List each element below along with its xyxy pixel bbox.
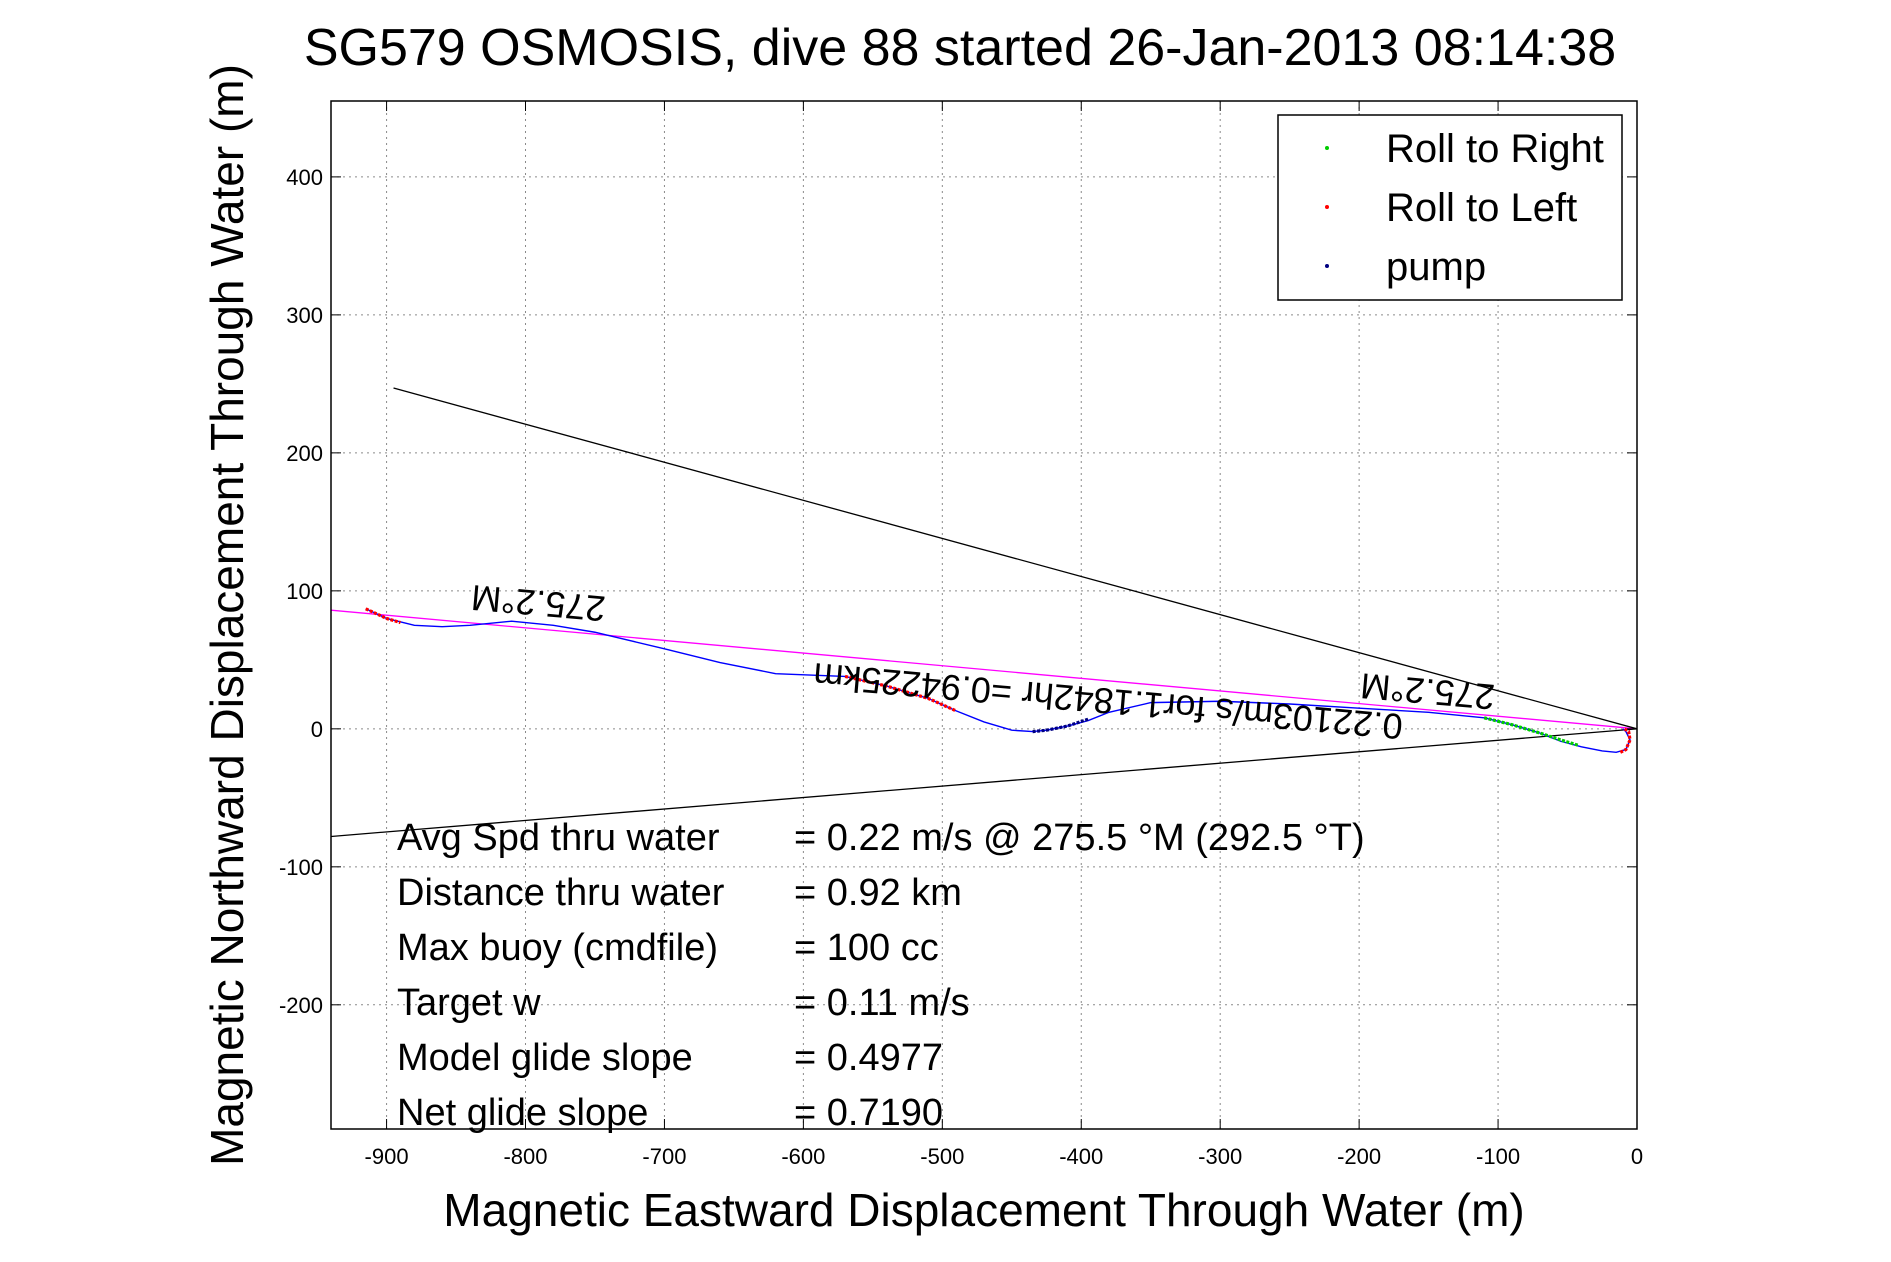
stat-value: = 100 cc xyxy=(794,927,939,969)
legend-marker xyxy=(1325,146,1329,150)
x-tick-label: -800 xyxy=(503,1144,547,1169)
stat-label: Target w xyxy=(397,982,541,1024)
roll-to-left-marks xyxy=(365,607,401,625)
chart-title: SG579 OSMOSIS, dive 88 started 26-Jan-20… xyxy=(304,19,1616,77)
stat-label: Distance thru water xyxy=(397,872,725,914)
x-tick-label: -500 xyxy=(920,1144,964,1169)
stat-value: = 0.92 km xyxy=(794,872,962,914)
stat-label: Avg Spd thru water xyxy=(397,817,720,859)
stat-label: Net glide slope xyxy=(397,1092,648,1134)
y-tick-label: 300 xyxy=(286,303,323,328)
legend-label: pump xyxy=(1386,245,1486,289)
roll-to-right-marks xyxy=(1483,716,1580,747)
stat-value: = 0.4977 xyxy=(794,1037,943,1079)
x-tick-label: -100 xyxy=(1476,1144,1520,1169)
reference-lines xyxy=(331,387,1637,838)
y-tick-label: 0 xyxy=(311,717,323,742)
stat-label: Model glide slope xyxy=(397,1037,693,1079)
heading-bound-line xyxy=(393,387,1637,730)
stats-block: Avg Spd thru water = 0.22 m/s @ 275.5 °M … xyxy=(397,817,1365,1134)
pump-marks xyxy=(1032,717,1089,734)
y-tick-label: -100 xyxy=(279,855,323,880)
stat-value: = 0.11 m/s xyxy=(794,982,970,1024)
x-axis-label: Magnetic Eastward Displacement Through W… xyxy=(443,1184,1524,1236)
x-tick-label: 0 xyxy=(1631,1144,1643,1169)
plot-frame xyxy=(330,100,1638,1130)
x-tick-label: -900 xyxy=(365,1144,409,1169)
x-tick-label: -600 xyxy=(781,1144,825,1169)
stat-value: = 0.22 m/s @ 275.5 °M (292.5 °T) xyxy=(794,817,1365,859)
x-tick-label: -300 xyxy=(1198,1144,1242,1169)
y-axis-label: Magnetic Northward Displacement Through … xyxy=(201,64,253,1166)
roll-to-left-marks xyxy=(844,674,957,713)
track-layer xyxy=(365,607,1632,754)
stat-value: = 0.7190 xyxy=(794,1092,943,1134)
grid xyxy=(331,101,1638,1129)
y-ticks: -200 -100 0 100 200 300 400 xyxy=(279,165,1637,1018)
y-tick-label: 100 xyxy=(286,579,323,604)
legend-label: Roll to Left xyxy=(1386,186,1577,230)
y-tick-label: -200 xyxy=(279,993,323,1018)
x-tick-label: -400 xyxy=(1059,1144,1103,1169)
heading-bound-line xyxy=(331,728,1637,838)
legend-box xyxy=(1277,114,1623,301)
stat-label: Max buoy (cmdfile) xyxy=(397,927,718,969)
y-tick-label: 400 xyxy=(286,165,323,190)
legend: Roll to Right Roll to Left pump xyxy=(1277,114,1623,301)
x-ticks: -900 -800 -700 -600 -500 -400 -300 -200 -100 0 xyxy=(365,101,1643,1169)
legend-label: Roll to Right xyxy=(1386,127,1604,171)
legend-marker xyxy=(1325,205,1329,209)
legend-marker xyxy=(1325,264,1329,268)
x-tick-label: -700 xyxy=(642,1144,686,1169)
mean-heading-line xyxy=(331,609,1637,730)
y-tick-label: 200 xyxy=(286,441,323,466)
x-tick-label: -200 xyxy=(1337,1144,1381,1169)
